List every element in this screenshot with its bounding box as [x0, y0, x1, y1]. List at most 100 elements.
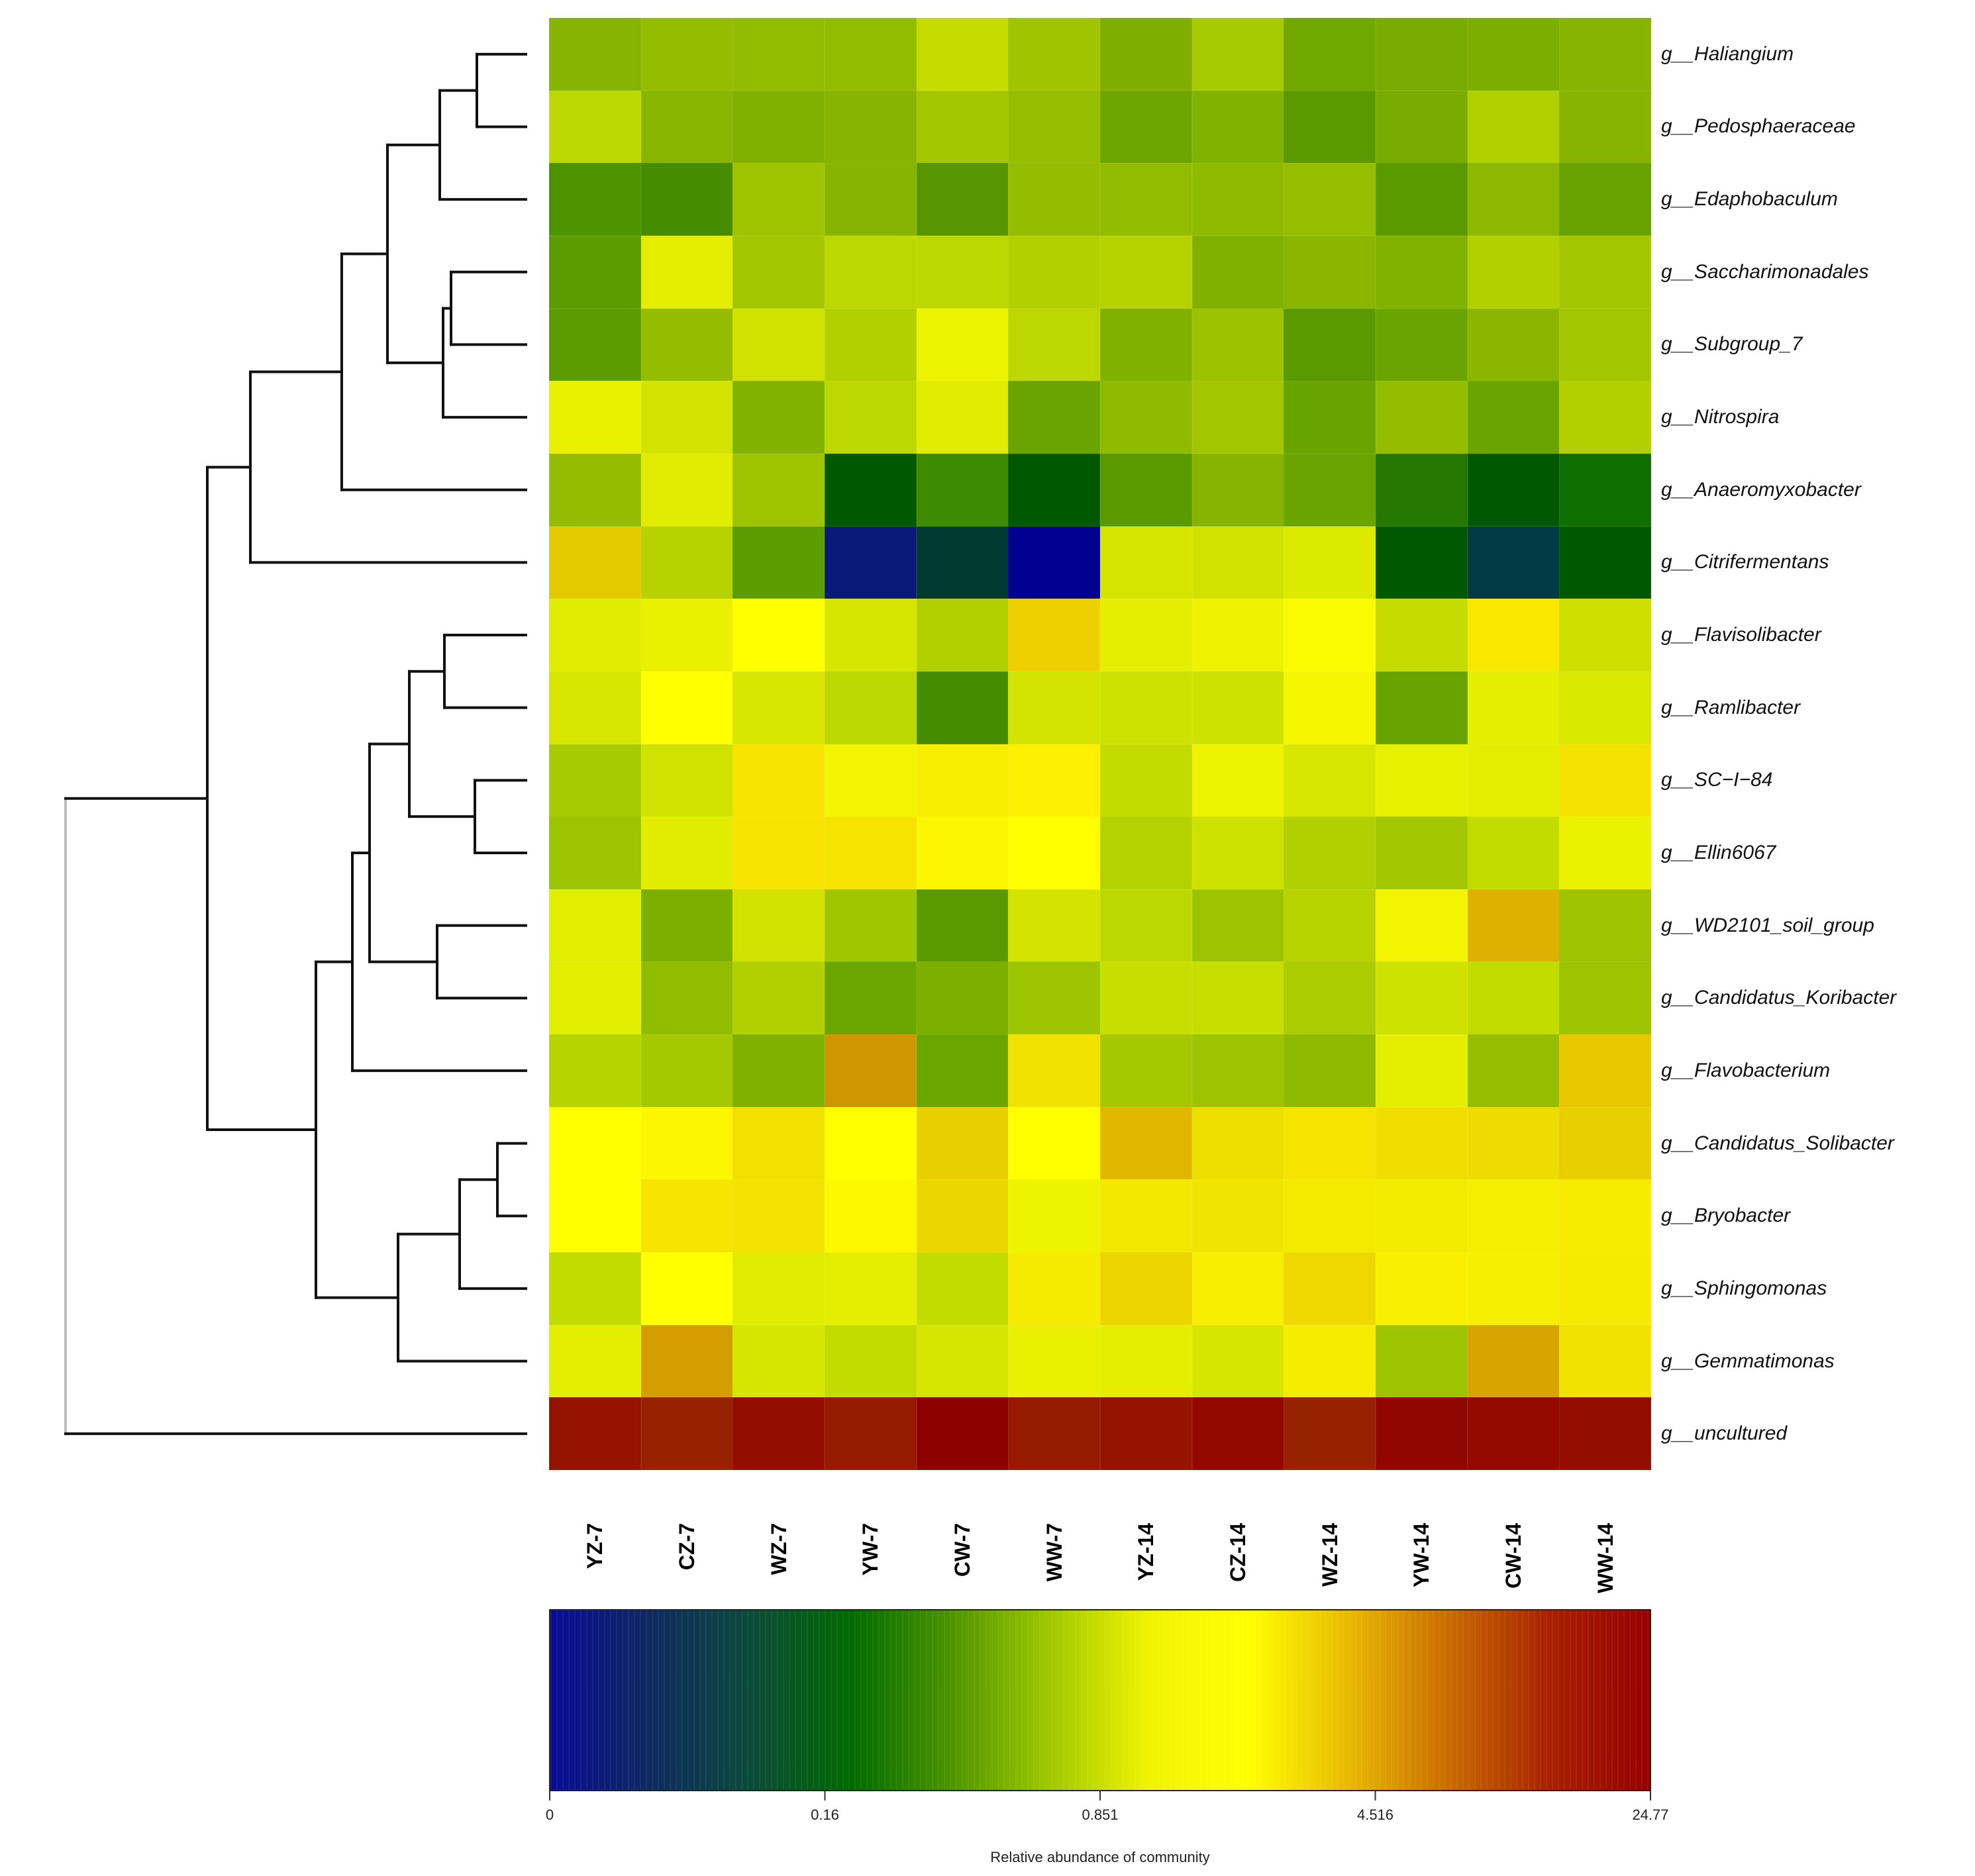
colorbar-tick-label: 4.516	[1356, 1806, 1394, 1823]
row-label: g__Edaphobaculum	[1661, 188, 1838, 211]
heatmap-cell	[1191, 599, 1284, 672]
heatmap-cell	[1376, 90, 1468, 164]
heatmap-cell	[549, 163, 642, 236]
heatmap-cell	[1008, 889, 1101, 962]
heatmap-cell	[549, 1397, 642, 1471]
row-label: g__WD2101_soil_group	[1661, 914, 1874, 936]
heatmap-cell	[1008, 1324, 1101, 1398]
heatmap-cell	[1008, 1107, 1101, 1180]
heatmap-cell	[733, 1252, 825, 1326]
heatmap-cell	[640, 1107, 733, 1180]
column-label: YW-14	[1409, 1523, 1434, 1588]
heatmap-cell	[733, 816, 825, 890]
row-label: g__Candidatus_Solibacter	[1661, 1132, 1894, 1154]
heatmap-cell	[916, 381, 1009, 454]
row-label: g__Flavisolibacter	[1661, 624, 1821, 646]
row-label: g__Sphingomonas	[1661, 1277, 1827, 1299]
heatmap-cell	[640, 453, 733, 527]
heatmap-cell	[1376, 453, 1468, 527]
heatmap-cell	[1467, 381, 1560, 454]
heatmap-cell	[1284, 1107, 1376, 1180]
column-label: CW-14	[1501, 1523, 1525, 1589]
heatmap-cell	[916, 1324, 1009, 1398]
column-label: WW-14	[1593, 1523, 1617, 1594]
heatmap-cell	[1284, 1179, 1376, 1253]
heatmap-cell	[916, 1107, 1009, 1180]
heatmap-cell	[1376, 235, 1468, 309]
heatmap-cell	[825, 90, 917, 164]
heatmap-cell	[733, 1107, 825, 1180]
heatmap-cell	[1376, 744, 1468, 817]
heatmap-cell	[1467, 889, 1560, 962]
heatmap-cell	[1191, 1324, 1284, 1398]
column-label: WZ-7	[766, 1523, 791, 1575]
heatmap-cell	[640, 308, 733, 381]
heatmap-cell	[1284, 599, 1376, 672]
heatmap-cell	[549, 962, 642, 1035]
heatmap-cell	[1100, 816, 1193, 890]
heatmap-cell	[1100, 18, 1193, 91]
column-label: WZ-14	[1317, 1523, 1342, 1587]
heatmap-cell	[1284, 18, 1376, 91]
heatmap-cell	[1008, 1034, 1101, 1108]
column-label: CZ-7	[675, 1523, 699, 1571]
heatmap-cell	[1467, 235, 1560, 309]
heatmap-cell	[640, 18, 733, 91]
heatmap-cell	[825, 816, 917, 890]
heatmap-cell	[1559, 18, 1652, 91]
heatmap-cell	[825, 18, 917, 91]
heatmap-cell	[549, 18, 642, 91]
row-label: g__Subgroup_7	[1661, 333, 1803, 356]
heatmap-cell	[1284, 1252, 1376, 1326]
heatmap-cell	[1008, 1252, 1101, 1326]
heatmap-cell	[1376, 1179, 1468, 1253]
column-label: YZ-14	[1134, 1523, 1158, 1581]
heatmap-cell	[1559, 889, 1652, 962]
heatmap-cell	[733, 744, 825, 817]
heatmap-cell	[549, 816, 642, 890]
heatmap-cell	[1008, 453, 1101, 527]
heatmap-cell	[1467, 1179, 1560, 1253]
heatmap-cell	[1559, 235, 1652, 309]
heatmap-cell	[1191, 1252, 1284, 1326]
heatmap-cell	[640, 671, 733, 744]
row-label: g__Nitrospira	[1661, 406, 1780, 428]
heatmap-cell	[1008, 526, 1101, 599]
column-label: YW-7	[858, 1523, 883, 1576]
heatmap-cell	[1559, 1179, 1652, 1253]
heatmap-cell	[1376, 889, 1468, 962]
heatmap-cell	[1467, 962, 1560, 1035]
heatmap-cell	[825, 889, 917, 962]
heatmap-cell	[1467, 163, 1560, 236]
heatmap-cell	[1191, 962, 1284, 1035]
heatmap-cell	[640, 1397, 733, 1471]
heatmap-cell	[1467, 1324, 1560, 1398]
heatmap-cell	[916, 889, 1009, 962]
heatmap-cell	[1100, 453, 1193, 527]
heatmap-cell	[916, 18, 1009, 91]
heatmap-cell	[1191, 816, 1284, 890]
heatmap-cell	[733, 671, 825, 744]
heatmap-cell	[1284, 962, 1376, 1035]
heatmap-cell	[733, 1324, 825, 1398]
heatmap-cell	[1376, 1397, 1468, 1471]
heatmap-cell	[549, 381, 642, 454]
heatmap-cell	[916, 744, 1009, 817]
heatmap-cell	[1008, 381, 1101, 454]
heatmap-cell	[1008, 671, 1101, 744]
heatmap-cell	[916, 1179, 1009, 1253]
heatmap-cell	[1284, 1397, 1376, 1471]
heatmap-cell	[825, 1252, 917, 1326]
heatmap-cell	[1008, 235, 1101, 309]
heatmap-cell	[1100, 308, 1193, 381]
heatmap-cell	[549, 1034, 642, 1108]
heatmap-cell	[1191, 235, 1284, 309]
heatmap-cell	[1191, 889, 1284, 962]
heatmap-cell	[733, 235, 825, 309]
heatmap-cell	[1376, 671, 1468, 744]
heatmap-cell	[640, 1324, 733, 1398]
heatmap-cell	[1376, 816, 1468, 890]
heatmap-cell	[1376, 18, 1468, 91]
heatmap-cell	[549, 1324, 642, 1398]
heatmap-cell	[1559, 90, 1652, 164]
